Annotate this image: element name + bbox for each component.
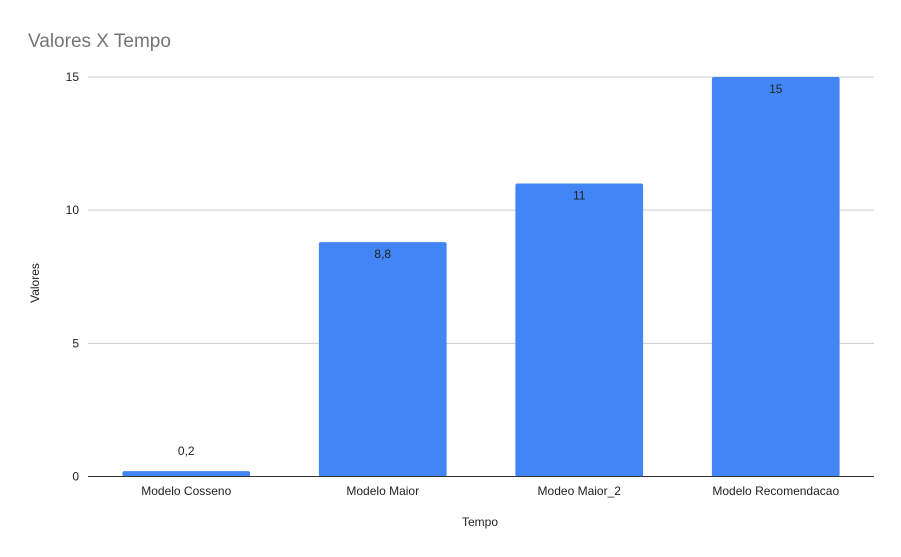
data-labels: 0,2 8,8 11 15: [178, 82, 783, 458]
bar: [515, 183, 644, 477]
data-label: 15: [769, 82, 783, 96]
bar: [711, 77, 840, 477]
y-tick-label: 0: [72, 470, 79, 484]
data-label: 0,2: [178, 444, 195, 458]
data-label: 8,8: [374, 247, 391, 261]
y-axis-title: Valores: [28, 263, 42, 303]
y-tick-label: 10: [66, 203, 80, 217]
data-label: 11: [573, 189, 586, 203]
x-axis-ticks: Modelo Cosseno Modelo Maior Modeo Maior_2 M…: [141, 484, 839, 498]
y-tick-label: 15: [66, 70, 80, 84]
y-tick-label: 5: [72, 336, 79, 350]
chart-title: Valores X Tempo: [28, 31, 171, 52]
x-tick-label: Modelo Recomendacao: [712, 484, 839, 498]
y-axis-ticks: 0 5 10 15: [66, 70, 80, 484]
bars: [122, 77, 840, 477]
bar: [318, 242, 447, 477]
x-tick-label: Modeo Maior_2: [538, 484, 622, 498]
bar: [122, 471, 251, 477]
x-tick-label: Modelo Cosseno: [141, 484, 231, 498]
x-tick-label: Modelo Maior: [346, 484, 419, 498]
x-axis-title: Tempo: [462, 515, 498, 529]
